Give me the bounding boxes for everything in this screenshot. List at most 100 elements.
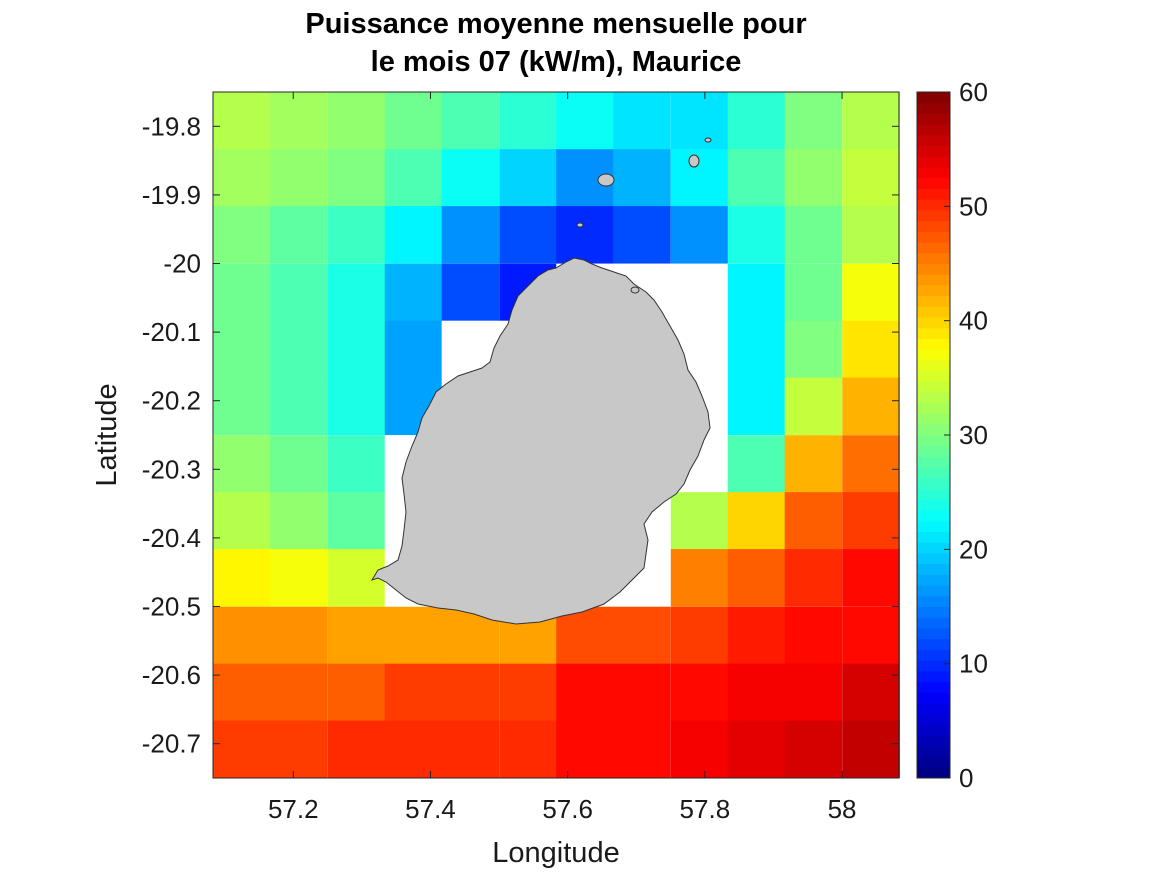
colorbar-segment	[917, 520, 950, 532]
colorbar-segment	[917, 413, 950, 425]
heatmap-cell	[499, 92, 557, 150]
heatmap-cell	[327, 606, 386, 665]
colorbar-segment	[917, 606, 950, 618]
colorbar-segment	[917, 145, 950, 157]
heatmap-cell	[727, 206, 786, 264]
heatmap-cell	[727, 149, 786, 207]
heatmap-cell	[270, 606, 328, 665]
heatmap-cell	[784, 320, 843, 379]
heatmap-cell	[556, 206, 614, 264]
colorbar-segment	[917, 327, 950, 340]
y-tick-label: -20.1	[142, 317, 201, 347]
heatmap-cell	[784, 549, 843, 607]
heatmap-cell	[727, 606, 786, 665]
heatmap-cell	[842, 377, 900, 436]
y-axis: -19.8 -19.9 -20 -20.1 -20.2 -20.3 -20.4 -20.5 -2…	[142, 111, 899, 759]
heatmap-cell	[613, 92, 671, 150]
heatmap-cell	[727, 377, 786, 436]
heatmap-cell	[270, 549, 328, 607]
heatmap-cell	[384, 92, 443, 150]
x-tick-label: 58	[828, 794, 857, 824]
heatmap-cell	[670, 263, 729, 322]
colorbar-segment	[917, 499, 950, 511]
colorbar-segment	[917, 424, 950, 436]
heatmap-cell	[556, 720, 614, 779]
heatmap-cell	[213, 606, 271, 665]
heatmap-cell	[213, 206, 271, 264]
heatmap-cell	[727, 663, 786, 722]
x-axis: 57.2 57.4 57.6 57.8 58	[268, 92, 857, 824]
colorbar-segment	[917, 531, 950, 543]
heatmap-cell	[499, 720, 557, 779]
heatmap-cell	[384, 149, 443, 207]
colorbar-segment	[917, 177, 950, 189]
heatmap-cell	[270, 492, 328, 550]
x-axis-label: Longitude	[492, 837, 619, 869]
heatmap-cell	[842, 606, 900, 665]
colorbar-segment	[917, 467, 950, 479]
heatmap-cell	[842, 435, 900, 493]
x-tick-label: 57.2	[268, 794, 319, 824]
heatmap-cell	[213, 377, 271, 436]
heatmap-cell	[784, 92, 843, 150]
y-tick-label: -19.8	[142, 111, 201, 141]
y-tick-label: -20	[163, 249, 201, 279]
heatmap-cell	[441, 263, 500, 322]
heatmap-cell	[842, 149, 900, 207]
colorbar-segment	[917, 713, 950, 725]
heatmap-cell	[784, 377, 843, 436]
heatmap-cell	[213, 263, 271, 322]
colorbar-segment	[917, 617, 950, 629]
colorbar-segment	[917, 756, 950, 768]
y-tick-label: -20.7	[142, 729, 201, 759]
colorbar-tick-label: 20	[959, 534, 988, 564]
colorbar-segment	[917, 595, 950, 607]
colorbar-segment	[917, 359, 950, 372]
colorbar-segment	[917, 488, 950, 500]
colorbar-segment	[917, 638, 950, 650]
heatmap-cell	[727, 320, 786, 379]
heatmap-cell	[327, 663, 386, 722]
heatmap-cell	[784, 263, 843, 322]
heatmap-cell	[842, 720, 900, 779]
heatmap-cell	[327, 435, 386, 493]
heatmap-cell	[613, 720, 671, 779]
colorbar-segment	[917, 274, 950, 286]
heatmap-cell	[842, 320, 900, 379]
heatmap-cell	[784, 435, 843, 493]
heatmap-cell	[327, 377, 386, 436]
y-tick-label: -20.5	[142, 592, 201, 622]
heatmap-cell	[670, 606, 729, 665]
heatmap-cell	[213, 549, 271, 607]
heatmap-cell	[384, 606, 443, 665]
heatmap-cell	[270, 320, 328, 379]
heatmap-cell	[727, 549, 786, 607]
colorbar-segment	[917, 102, 950, 114]
colorbar-segment	[917, 649, 950, 661]
island-mauritius	[370, 137, 712, 625]
heatmap-cell	[842, 663, 900, 722]
plot-frame	[212, 91, 900, 779]
heatmap-cell	[670, 549, 729, 607]
heatmap-cell	[270, 663, 328, 722]
colorbar-tick-label: 0	[959, 763, 973, 793]
colorbar-segment	[917, 156, 950, 168]
heatmap-cell	[727, 435, 786, 493]
y-tick-label: -20.2	[142, 386, 201, 416]
heatmap-cell	[327, 320, 386, 379]
heatmap-cell	[613, 149, 671, 207]
colorbar-segment	[917, 552, 950, 565]
heatmap-cell	[270, 435, 328, 493]
colorbar-segment	[917, 402, 950, 415]
heatmap-cell	[784, 606, 843, 665]
colorbar-segment	[917, 681, 950, 693]
colorbar-tick-label: 60	[959, 77, 988, 107]
heatmap-cell	[441, 149, 500, 207]
colorbar-segment	[917, 124, 950, 136]
heatmap-cell	[556, 606, 614, 665]
heatmap-cell	[613, 606, 671, 665]
heatmap-cell	[556, 92, 614, 150]
colorbar-segment	[917, 435, 950, 447]
heatmap-cell	[384, 206, 443, 264]
heatmap-cell	[727, 492, 786, 550]
